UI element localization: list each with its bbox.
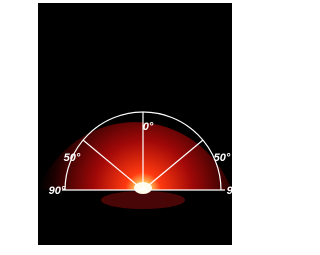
label-left-90: 90° (49, 185, 66, 197)
label-right-90: 90° (227, 185, 244, 197)
label-left-50: 50° (64, 152, 81, 164)
label-0: 0° (143, 121, 154, 133)
page: 0° 50° 50° 90° 90° (() => { const data =… (0, 0, 255, 255)
label-right-50: 50° (214, 152, 231, 164)
beam-angle-diagram: 0° 50° 50° 90° 90° (0, 0, 255, 255)
